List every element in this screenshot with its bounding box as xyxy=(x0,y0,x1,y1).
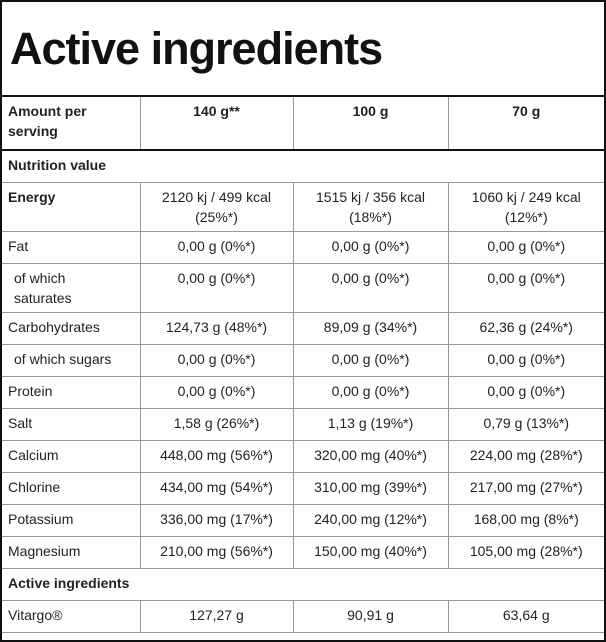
cell: 63,64 g xyxy=(447,600,604,633)
cell: 336,00 mg (17%*) xyxy=(139,504,294,537)
cell: 434,00 mg (54%*) xyxy=(139,472,294,505)
column-header: 70 g xyxy=(447,97,604,151)
cell: 0,00 g (0%*) xyxy=(292,231,449,264)
table-row: Salt 1,58 g (26%*) 1,13 g (19%*) 0,79 g (13… xyxy=(2,408,604,441)
cell: 168,00 mg (8%*) xyxy=(447,504,604,537)
table-row: Chlorine 434,00 mg (54%*) 310,00 mg (39%*)… xyxy=(2,472,604,505)
nutrition-table: Amount per serving 140 g** 100 g 70 g Nutri… xyxy=(2,97,604,633)
row-label: Carbohydrates xyxy=(2,312,141,345)
column-header: 140 g** xyxy=(139,97,294,151)
row-label: Salt xyxy=(2,408,141,441)
row-label: Chlorine xyxy=(2,472,141,505)
cell: 0,00 g (0%*) xyxy=(447,376,604,409)
cell: 0,00 g (0%*) xyxy=(139,344,294,377)
cell: 0,00 g (0%*) xyxy=(292,376,449,409)
cell: 105,00 mg (28%*) xyxy=(447,536,604,569)
table-row: Protein 0,00 g (0%*) 0,00 g (0%*) 0,00 g (0… xyxy=(2,376,604,409)
cell: 0,00 g (0%*) xyxy=(139,263,294,313)
cell: 0,00 g (0%*) xyxy=(447,263,604,313)
section-row: Nutrition value xyxy=(2,149,604,183)
table-row: of which saturates 0,00 g (0%*) 0,00 g (0%… xyxy=(2,263,604,313)
cell: 1,13 g (19%*) xyxy=(292,408,449,441)
cell: 210,00 mg (56%*) xyxy=(139,536,294,569)
column-header: 100 g xyxy=(292,97,449,151)
cell: 0,79 g (13%*) xyxy=(447,408,604,441)
header-row: Amount per serving 140 g** 100 g 70 g xyxy=(2,97,604,151)
cell: 0,00 g (0%*) xyxy=(447,344,604,377)
cell: 0,00 g (0%*) xyxy=(292,344,449,377)
cell: 89,09 g (34%*) xyxy=(292,312,449,345)
table-row: Vitargo® 127,27 g 90,91 g 63,64 g xyxy=(2,600,604,633)
row-label: Magnesium xyxy=(2,536,141,569)
cell: 224,00 mg (28%*) xyxy=(447,440,604,473)
cell: 0,00 g (0%*) xyxy=(292,263,449,313)
cell: 150,00 mg (40%*) xyxy=(292,536,449,569)
table-row: Energy 2120 kj / 499 kcal (25%*) 1515 kj /… xyxy=(2,182,604,232)
cell: 0,00 g (0%*) xyxy=(139,231,294,264)
cell: 0,00 g (0%*) xyxy=(139,376,294,409)
cell: 0,00 g (0%*) xyxy=(447,231,604,264)
title: Active ingredients xyxy=(2,2,604,97)
row-label: Potassium xyxy=(2,504,141,537)
table-row: Fat 0,00 g (0%*) 0,00 g (0%*) 0,00 g (0%*) xyxy=(2,231,604,264)
row-label: Energy xyxy=(2,182,141,232)
section-title: Nutrition value xyxy=(2,149,604,183)
row-label: of which saturates xyxy=(2,263,141,313)
cell: 90,91 g xyxy=(292,600,449,633)
row-label: Vitargo® xyxy=(2,600,141,633)
table-row: Potassium 336,00 mg (17%*) 240,00 mg (12%*… xyxy=(2,504,604,537)
row-label: Protein xyxy=(2,376,141,409)
cell: 124,73 g (48%*) xyxy=(139,312,294,345)
cell: 127,27 g xyxy=(139,600,294,633)
cell: 240,00 mg (12%*) xyxy=(292,504,449,537)
row-label: of which sugars xyxy=(2,344,141,377)
column-header: Amount per serving xyxy=(2,97,141,151)
table-row: Calcium 448,00 mg (56%*) 320,00 mg (40%*) 2… xyxy=(2,440,604,473)
row-label: Calcium xyxy=(2,440,141,473)
cell: 2120 kj / 499 kcal (25%*) xyxy=(139,182,294,232)
table-row: Magnesium 210,00 mg (56%*) 150,00 mg (40%*… xyxy=(2,536,604,569)
cell: 1,58 g (26%*) xyxy=(139,408,294,441)
cell: 310,00 mg (39%*) xyxy=(292,472,449,505)
cell: 448,00 mg (56%*) xyxy=(139,440,294,473)
row-label: Fat xyxy=(2,231,141,264)
cell: 217,00 mg (27%*) xyxy=(447,472,604,505)
cell: 1060 kj / 249 kcal (12%*) xyxy=(447,182,604,232)
section-title: Active ingredients xyxy=(2,568,604,601)
section-row: Active ingredients xyxy=(2,568,604,601)
cell: 62,36 g (24%*) xyxy=(447,312,604,345)
table-row: of which sugars 0,00 g (0%*) 0,00 g (0%*) 0… xyxy=(2,344,604,377)
cell: 1515 kj / 356 kcal (18%*) xyxy=(292,182,449,232)
cell: 320,00 mg (40%*) xyxy=(292,440,449,473)
table-row: Carbohydrates 124,73 g (48%*) 89,09 g (34%… xyxy=(2,312,604,345)
